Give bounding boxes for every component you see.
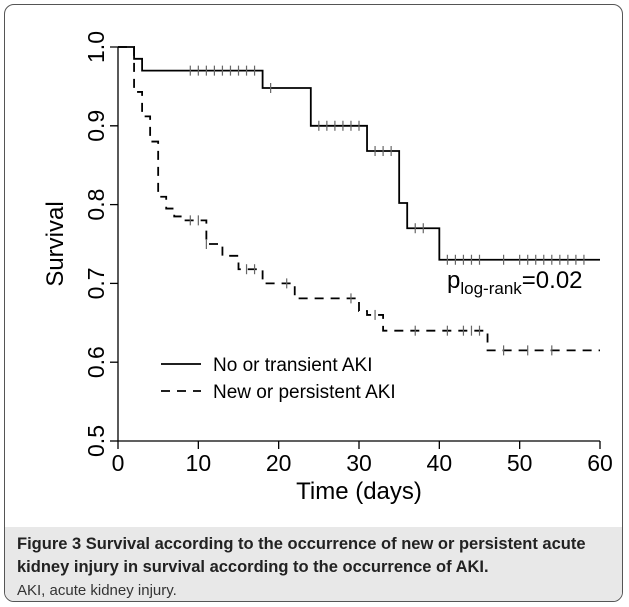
axes: 0 10 20 30 40 50 60 0.5 0.6 0.7 0.8 0.9 1.0 Time (day… [42, 31, 613, 505]
survival-curve-2 [118, 46, 600, 352]
survival-chart: 0 10 20 30 40 50 60 0.5 0.6 0.7 0.8 0.9 1.0 Time (day… [42, 31, 613, 505]
survival-curve-1 [118, 46, 600, 261]
y-tick-label: 0.7 [83, 267, 109, 299]
x-tick-label: 40 [427, 450, 453, 476]
p-value: =0.02 [522, 267, 583, 294]
y-tick-label: 0.8 [83, 189, 109, 221]
x-axis-title: Time (days) [296, 478, 422, 505]
x-tick-label: 10 [186, 450, 212, 476]
caption-label: Figure 3 [17, 535, 82, 553]
y-tick-label: 0.9 [83, 110, 109, 142]
x-tick-label: 50 [507, 450, 533, 476]
legend: No or transient AKI New or persistent AKI [161, 355, 396, 403]
x-tick-label: 0 [112, 450, 125, 476]
p-subscript: log-rank [460, 279, 522, 298]
y-tick-label: 0.5 [83, 425, 109, 457]
p-base: p [447, 267, 460, 294]
legend-label-2: New or persistent AKI [213, 382, 396, 403]
series-layer [118, 46, 600, 356]
y-tick-label: 1.0 [83, 31, 109, 63]
p-value-annotation: plog-rank=0.02 [447, 267, 583, 298]
figure-caption: Figure 3 Survival according to the occur… [5, 527, 622, 601]
x-tick-label: 20 [266, 450, 292, 476]
legend-label-1: No or transient AKI [213, 355, 372, 376]
y-tick-label: 0.6 [83, 346, 109, 378]
caption-title: Survival according to the occurrence of … [17, 535, 586, 576]
y-axis-title: Survival [42, 201, 69, 286]
figure-frame: 0 10 20 30 40 50 60 0.5 0.6 0.7 0.8 0.9 1.0 Time (day… [4, 4, 623, 602]
x-tick-label: 60 [587, 450, 613, 476]
caption-abbreviations: AKI, acute kidney injury. [17, 582, 177, 599]
x-tick-label: 30 [346, 450, 372, 476]
